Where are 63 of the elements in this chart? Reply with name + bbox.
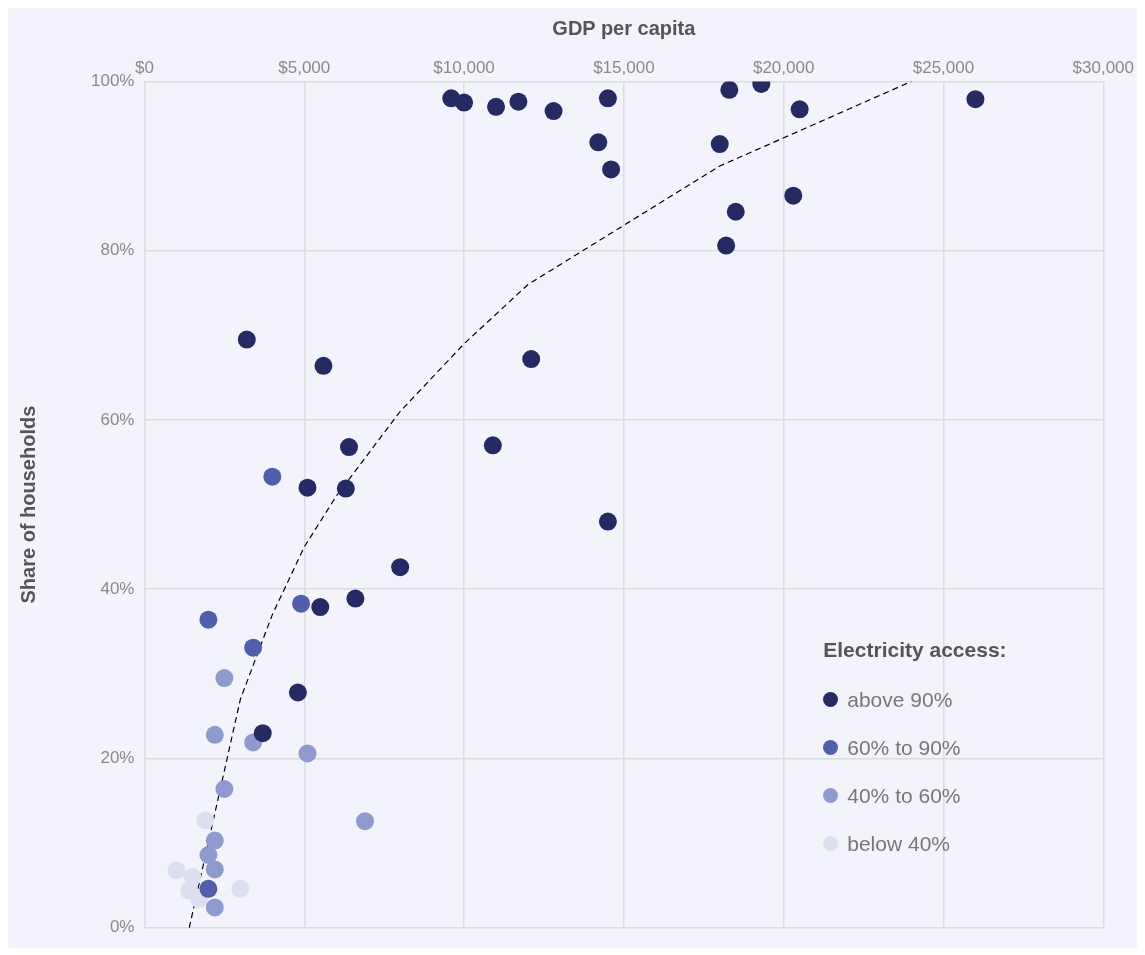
point bbox=[544, 102, 563, 121]
point bbox=[589, 133, 608, 152]
x-axis-title: GDP per capita bbox=[552, 16, 697, 39]
point bbox=[483, 436, 502, 455]
point bbox=[298, 478, 317, 497]
point bbox=[199, 879, 218, 898]
x-tick-label: $10,000 bbox=[433, 57, 495, 77]
point bbox=[598, 512, 617, 531]
y-axis-title: Share of households bbox=[16, 405, 39, 604]
point bbox=[336, 479, 355, 498]
legend-label: below 40% bbox=[847, 831, 950, 856]
point bbox=[340, 438, 359, 457]
point bbox=[244, 638, 263, 657]
point bbox=[253, 724, 272, 743]
point bbox=[598, 89, 617, 108]
y-tick-label: 0% bbox=[109, 917, 135, 937]
y-tick-label: 80% bbox=[100, 240, 135, 260]
y-tick-label: 100% bbox=[91, 71, 135, 91]
point bbox=[602, 160, 621, 179]
legend-label: 60% to 90% bbox=[847, 735, 961, 760]
legend-label: 40% to 60% bbox=[847, 783, 961, 808]
point bbox=[237, 330, 256, 349]
point bbox=[298, 744, 317, 763]
point bbox=[199, 610, 218, 629]
point bbox=[311, 598, 330, 617]
point bbox=[288, 683, 307, 702]
point bbox=[215, 779, 234, 798]
x-tick-label: $15,000 bbox=[593, 57, 655, 77]
x-tick-label: $30,000 bbox=[1072, 57, 1134, 77]
point bbox=[522, 350, 541, 369]
point bbox=[509, 92, 528, 111]
y-tick-label: 60% bbox=[100, 409, 135, 429]
point bbox=[720, 81, 739, 99]
point bbox=[455, 93, 474, 112]
point bbox=[784, 186, 803, 205]
x-tick-label: $25,000 bbox=[912, 57, 975, 77]
x-tick-label: $20,000 bbox=[752, 57, 815, 77]
point bbox=[199, 846, 218, 865]
point bbox=[726, 202, 745, 221]
point bbox=[487, 97, 506, 116]
point bbox=[205, 831, 224, 850]
x-tick-label: $5,000 bbox=[278, 57, 331, 77]
point bbox=[966, 90, 985, 109]
point bbox=[263, 467, 282, 486]
point bbox=[346, 589, 365, 608]
legend-label: above 90% bbox=[847, 687, 953, 712]
point bbox=[314, 356, 333, 375]
point bbox=[205, 860, 224, 879]
point bbox=[292, 594, 311, 613]
point bbox=[356, 812, 374, 831]
point bbox=[167, 861, 186, 880]
point bbox=[205, 725, 224, 744]
point bbox=[710, 135, 729, 154]
point bbox=[205, 898, 224, 917]
point bbox=[196, 811, 215, 830]
point bbox=[215, 669, 234, 688]
legend-title: Electricity access: bbox=[823, 637, 1007, 662]
x-tick-label: $0 bbox=[135, 57, 154, 77]
point bbox=[391, 558, 410, 577]
point bbox=[717, 236, 736, 255]
point bbox=[790, 100, 809, 119]
y-tick-label: 20% bbox=[100, 748, 135, 768]
y-tick-label: 40% bbox=[100, 578, 135, 598]
